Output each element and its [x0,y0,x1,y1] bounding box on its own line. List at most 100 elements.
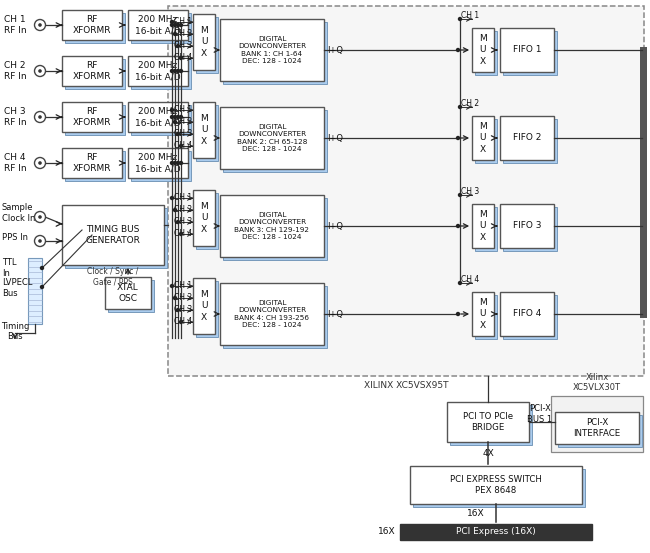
Circle shape [170,20,174,24]
Text: Xilinx
XC5VLX30T: Xilinx XC5VLX30T [573,373,621,392]
Text: I+Q: I+Q [327,45,343,55]
Text: CH 4: CH 4 [174,317,192,326]
Bar [222,285,326,347]
Circle shape [176,132,180,136]
Circle shape [170,23,174,27]
Bar [472,292,494,336]
Bar [62,148,122,178]
Text: CH 1: CH 1 [174,106,192,114]
Bar [131,13,190,43]
Text: 200 MHz
16-bit A/D: 200 MHz 16-bit A/D [135,61,181,81]
Text: M
U
X: M U X [479,34,487,66]
Text: CH 3
RF In: CH 3 RF In [4,107,27,127]
Bar [193,14,215,70]
Bar [502,118,556,163]
Circle shape [173,69,177,73]
Text: RF
XFORMR: RF XFORMR [73,107,111,127]
Text: CH 2: CH 2 [174,117,192,127]
Text: FIFO 3: FIFO 3 [513,222,541,231]
Text: DIGITAL
DOWNCONVERTER
BANK 2: CH 65-128
DEC: 128 - 1024: DIGITAL DOWNCONVERTER BANK 2: CH 65-128 … [237,124,307,152]
Bar [64,207,166,268]
Bar [558,415,642,446]
Circle shape [173,296,177,300]
Bar [196,17,218,72]
Text: CH 3: CH 3 [461,186,479,196]
Bar [128,10,188,40]
Circle shape [176,115,180,119]
Text: CH 3: CH 3 [174,41,192,50]
Text: CH 1
RF In: CH 1 RF In [4,15,27,35]
Bar [474,206,497,251]
Text: FIFO 4: FIFO 4 [513,310,541,319]
Text: PCI-X
BUS 1: PCI-X BUS 1 [527,404,552,424]
Bar [500,204,554,248]
Bar [502,206,556,251]
Text: PCI TO PCIe
BRIDGE: PCI TO PCIe BRIDGE [463,412,513,432]
Circle shape [456,312,460,316]
Text: CH 4: CH 4 [174,142,192,150]
Text: CH 2: CH 2 [174,294,192,302]
Bar [196,105,218,160]
Bar [222,109,326,171]
Text: Clock / Sync /
Gate / PPS: Clock / Sync / Gate / PPS [87,267,138,286]
Text: CH 4: CH 4 [174,54,192,62]
Text: M
U
X: M U X [200,290,208,322]
Text: PCI EXPRESS SWITCH
PEX 8648: PCI EXPRESS SWITCH PEX 8648 [450,475,542,495]
Text: CH 2
RF In: CH 2 RF In [4,61,27,81]
Circle shape [179,23,183,27]
Text: M
U
X: M U X [200,27,208,58]
Bar [474,30,497,75]
Circle shape [456,48,460,52]
Text: PPS In: PPS In [2,233,28,243]
Text: DIGITAL
DOWNCONVERTER
BANK 1: CH 1-64
DEC: 128 - 1024: DIGITAL DOWNCONVERTER BANK 1: CH 1-64 DE… [238,36,306,64]
Text: CH 3: CH 3 [174,217,192,227]
Bar [447,402,529,442]
Circle shape [40,266,44,270]
Circle shape [34,19,46,30]
Text: 200 MHz
16-bit A/D: 200 MHz 16-bit A/D [135,153,181,173]
Text: CH 1: CH 1 [174,18,192,27]
Bar [472,204,494,248]
Bar [131,59,190,88]
Circle shape [176,308,180,312]
Text: CH 2: CH 2 [461,98,479,107]
Circle shape [38,161,42,165]
Circle shape [179,115,183,119]
Bar [220,107,324,169]
Bar [196,280,218,336]
Circle shape [170,284,174,288]
Bar [28,258,42,324]
Text: I+Q: I+Q [327,310,343,319]
Text: 16X: 16X [467,509,485,519]
Circle shape [456,224,460,228]
Text: I+Q: I+Q [327,222,343,231]
Bar [128,148,188,178]
Text: 16X: 16X [378,528,396,536]
Text: 200 MHz
16-bit A/D: 200 MHz 16-bit A/D [135,15,181,35]
Bar [128,102,188,132]
Circle shape [179,69,183,73]
Bar [64,150,125,180]
Circle shape [38,23,42,27]
Text: I+Q: I+Q [327,133,343,143]
Text: M
U
X: M U X [479,122,487,154]
Text: CH 2: CH 2 [174,206,192,215]
Text: CH 4
RF In: CH 4 RF In [4,153,27,173]
Circle shape [34,211,46,222]
Circle shape [173,161,177,165]
Circle shape [170,161,174,165]
Circle shape [170,108,174,112]
Text: TTL
In: TTL In [2,258,16,278]
Bar [222,22,326,84]
Text: Sample
Clock In: Sample Clock In [2,204,35,223]
Circle shape [179,144,183,148]
Text: FIFO 1: FIFO 1 [513,45,541,55]
Circle shape [170,69,174,73]
Bar [472,116,494,160]
Circle shape [34,65,46,76]
Circle shape [173,115,177,119]
Bar [220,195,324,257]
Bar [128,56,188,86]
Circle shape [38,115,42,119]
Text: 200 MHz
16-bit A/D: 200 MHz 16-bit A/D [135,107,181,127]
